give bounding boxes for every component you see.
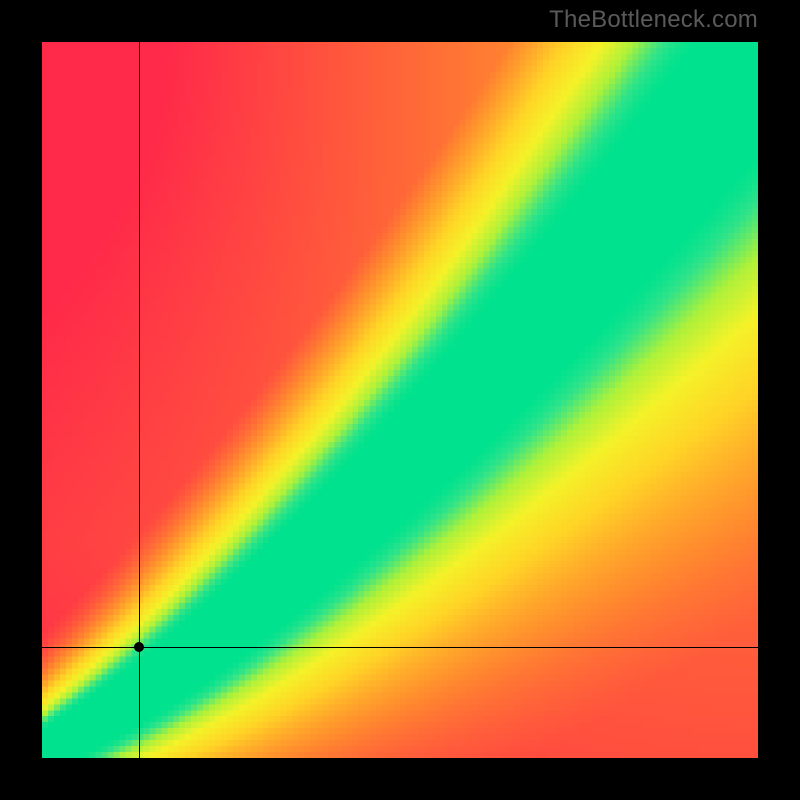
heatmap-canvas	[42, 42, 758, 758]
watermark-text: TheBottleneck.com	[549, 6, 758, 34]
crosshair-horizontal	[42, 647, 758, 648]
bottleneck-heatmap	[42, 42, 758, 758]
marker-dot	[134, 642, 144, 652]
